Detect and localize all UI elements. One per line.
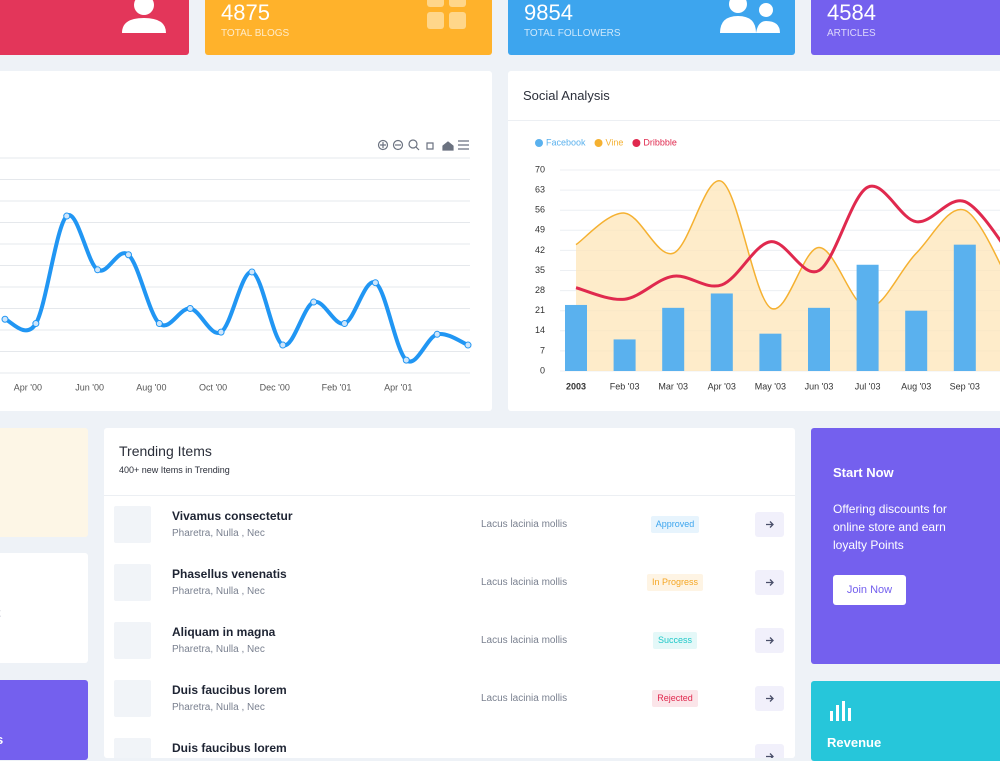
legend-marker — [595, 139, 603, 147]
point — [434, 331, 440, 337]
area-fill — [576, 181, 1000, 371]
line-series — [5, 215, 468, 361]
x-tick-label: Aug '00 — [136, 382, 166, 392]
bar — [662, 308, 684, 371]
x-tick-label: Apr '00 — [14, 382, 42, 392]
point — [280, 342, 286, 348]
point — [249, 269, 255, 275]
point — [403, 357, 409, 363]
x-tick-label: 2003 — [566, 381, 586, 391]
x-tick-label: Dec '00 — [260, 382, 290, 392]
x-tick-label: Apr '03 — [708, 381, 736, 391]
point — [372, 280, 378, 286]
y-tick-label: 28 — [535, 285, 545, 295]
x-tick-label: Jul '03 — [855, 381, 881, 391]
x-tick-label: Aug '03 — [901, 381, 931, 391]
point — [218, 329, 224, 335]
x-tick-label: Jun '00 — [75, 382, 104, 392]
y-tick-label: 49 — [535, 225, 545, 235]
bar — [808, 308, 830, 371]
y-tick-label: 63 — [535, 184, 545, 194]
point — [342, 321, 348, 327]
x-tick-label: Feb '03 — [610, 381, 640, 391]
point — [2, 316, 8, 322]
bar — [905, 311, 927, 371]
bar — [759, 334, 781, 371]
x-tick-label: May '03 — [755, 381, 786, 391]
point — [33, 321, 39, 327]
point — [465, 342, 471, 348]
y-tick-label: 21 — [535, 305, 545, 315]
y-tick-label: 56 — [535, 205, 545, 215]
chart-toolbar — [379, 140, 470, 150]
bar — [711, 293, 733, 371]
x-tick-label: Sep '03 — [950, 381, 980, 391]
point — [64, 213, 70, 219]
point — [156, 321, 162, 327]
bar — [954, 245, 976, 371]
y-tick-label: 7 — [540, 345, 545, 355]
x-tick-label: Feb '01 — [322, 382, 352, 392]
x-tick-label: Jun '03 — [805, 381, 834, 391]
y-tick-label: 0 — [540, 365, 545, 375]
bar — [565, 305, 587, 371]
point — [95, 267, 101, 273]
point — [311, 299, 317, 305]
bar — [857, 265, 879, 371]
legend-label: Dribbble — [643, 137, 677, 147]
x-tick-label: Oct '00 — [199, 382, 227, 392]
y-tick-label: 70 — [535, 164, 545, 174]
y-tick-label: 35 — [535, 265, 545, 275]
x-tick-label: Apr '01 — [384, 382, 412, 392]
legend-marker — [535, 139, 543, 147]
point — [187, 306, 193, 312]
x-tick-label: Mar '03 — [658, 381, 688, 391]
y-tick-label: 14 — [535, 325, 545, 335]
legend-marker — [632, 139, 640, 147]
legend-label: Facebook — [546, 137, 586, 147]
point — [125, 252, 131, 258]
y-tick-label: 42 — [535, 245, 545, 255]
bar — [614, 339, 636, 371]
legend-label: Vine — [606, 137, 624, 147]
